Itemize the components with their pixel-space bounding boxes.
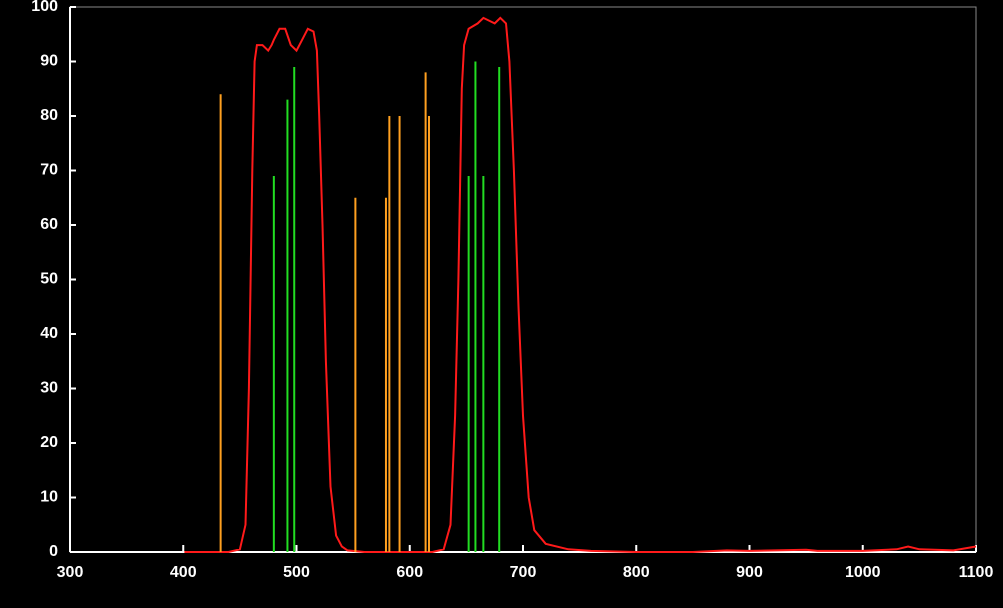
plot-frame [69, 6, 977, 553]
transmission-line [184, 16, 977, 553]
y-tick-label: 40 [40, 325, 58, 342]
x-tick-label: 600 [396, 564, 423, 581]
x-tick-label: 500 [283, 564, 310, 581]
x-tick-label: 400 [170, 564, 197, 581]
y-tick-label: 10 [40, 489, 58, 506]
y-tick-label: 70 [40, 162, 58, 179]
x-tick-label: 700 [510, 564, 537, 581]
y-tick-label: 50 [40, 271, 58, 288]
x-tick-label: 1000 [845, 564, 881, 581]
x-tick-label: 300 [57, 564, 84, 581]
x-tick-label: 800 [623, 564, 650, 581]
y-tick-label: 100 [31, 0, 58, 15]
y-tick-label: 90 [40, 53, 58, 70]
x-tick-label: 900 [736, 564, 763, 581]
y-tick-label: 30 [40, 380, 58, 397]
y-tick-label: 20 [40, 434, 58, 451]
y-tick-label: 80 [40, 107, 58, 124]
y-tick-label: 60 [40, 216, 58, 233]
y-tick-label: 0 [49, 543, 58, 560]
x-tick-label: 1100 [959, 564, 994, 581]
